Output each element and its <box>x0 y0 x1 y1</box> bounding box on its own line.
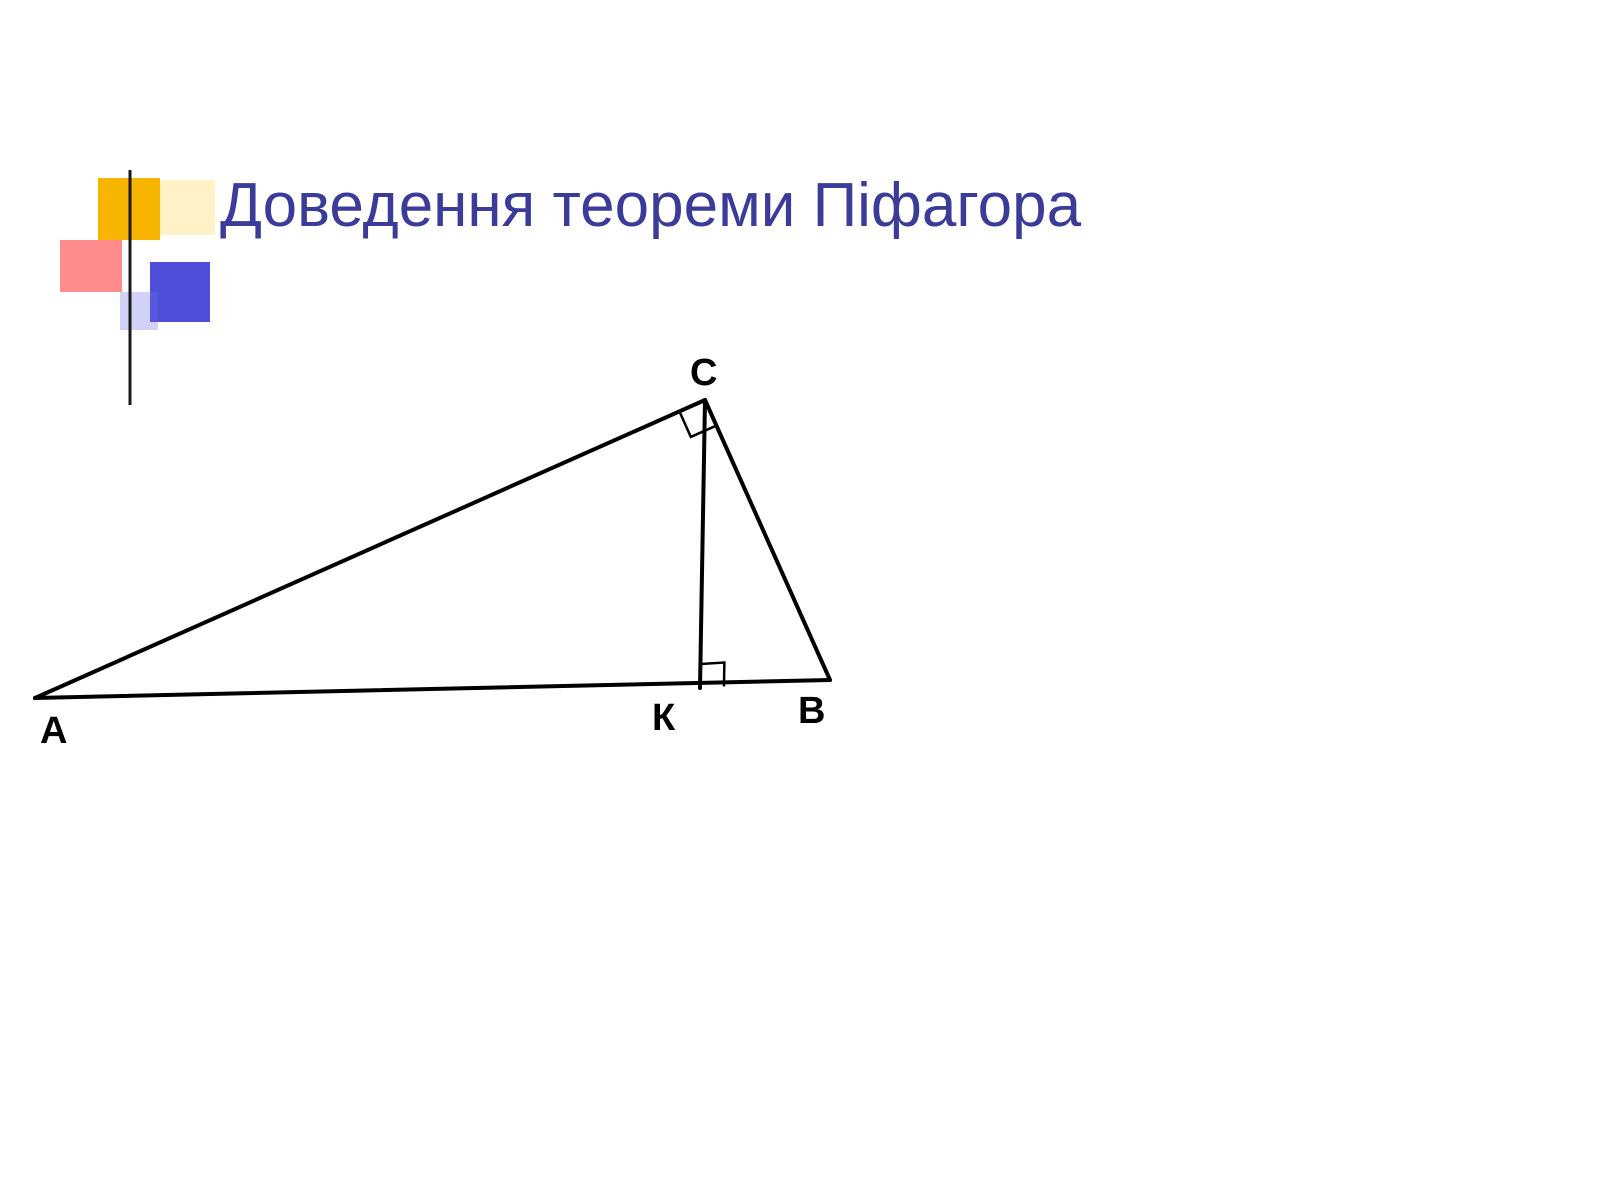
label-b: В <box>798 690 825 733</box>
triangle-figure <box>20 370 880 730</box>
slide-title: Доведення теореми Піфагора <box>220 170 1081 241</box>
label-a: А <box>40 710 67 753</box>
label-k: К <box>652 697 675 740</box>
label-c: С <box>690 352 717 395</box>
